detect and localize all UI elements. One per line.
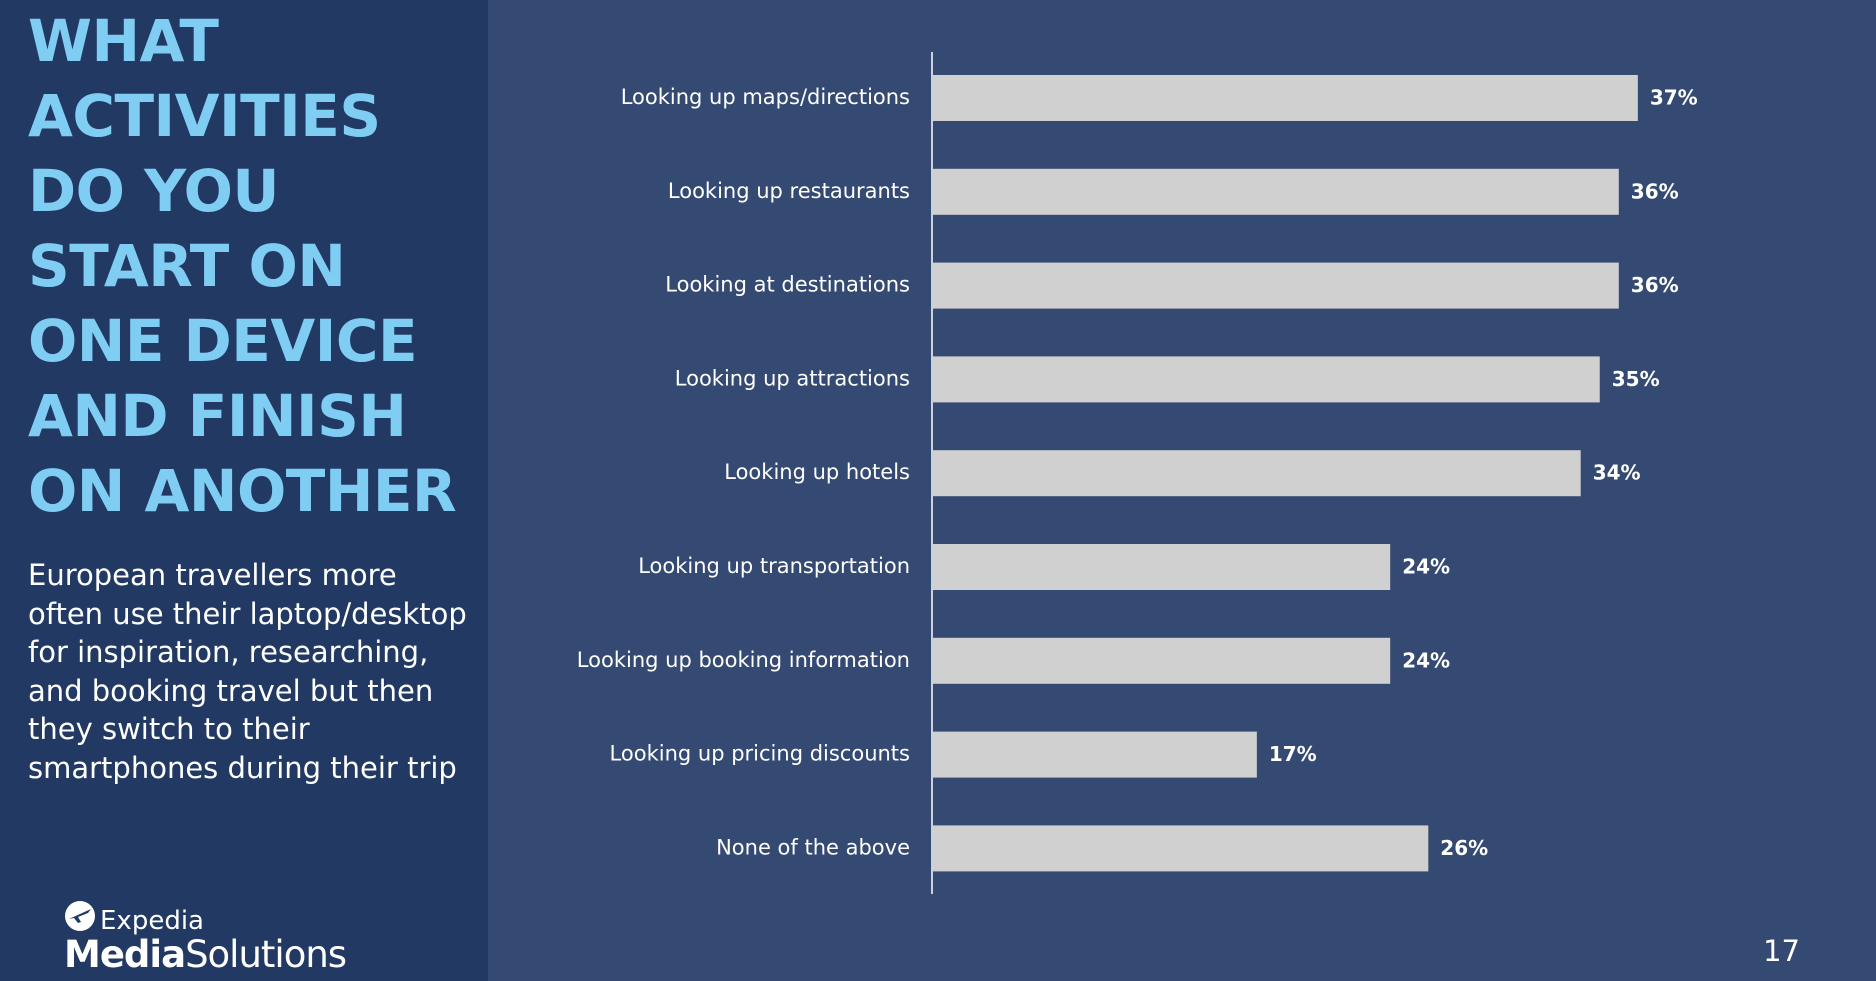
category-label-3: Looking up attractions xyxy=(675,366,910,390)
bar-1 xyxy=(933,168,1619,215)
bar-3 xyxy=(933,356,1600,403)
category-label-7: Looking up pricing discounts xyxy=(610,742,910,766)
chart-bars: Looking up maps/directions 37% Looking up … xyxy=(577,75,1698,872)
value-label-5: 24% xyxy=(1402,555,1450,579)
bar-5 xyxy=(933,544,1391,590)
bar-6 xyxy=(933,637,1391,684)
category-label-8: None of the above xyxy=(716,835,910,859)
category-label-4: Looking up hotels xyxy=(724,460,910,484)
value-label-0: 37% xyxy=(1650,86,1698,110)
value-label-3: 35% xyxy=(1612,367,1660,391)
category-label-1: Looking up restaurants xyxy=(668,179,910,203)
page-number: 17 xyxy=(1763,934,1800,968)
slide-headline: WHAT ACTIVITIES DO YOU START ON ONE DEVI… xyxy=(28,7,457,525)
logo-product-light: Solutions xyxy=(185,933,347,976)
bar-4 xyxy=(933,450,1581,497)
category-label-0: Looking up maps/directions xyxy=(621,85,910,109)
bar-0 xyxy=(933,75,1638,121)
value-label-2: 36% xyxy=(1631,273,1679,297)
logo-product-bold: Media xyxy=(64,933,186,976)
logo-brand-text: Expedia xyxy=(100,906,204,936)
category-label-2: Looking at destinations xyxy=(665,273,910,297)
bar-7 xyxy=(933,731,1257,778)
bar-chart: Looking up maps/directions 37% Looking up … xyxy=(577,52,1698,894)
left-panel: WHAT ACTIVITIES DO YOU START ON ONE DEVI… xyxy=(0,0,488,981)
value-label-4: 34% xyxy=(1593,461,1641,485)
category-label-6: Looking up booking information xyxy=(577,648,910,672)
logo-product-text: MediaSolutions xyxy=(64,933,347,976)
value-label-7: 17% xyxy=(1269,742,1317,766)
value-label-1: 36% xyxy=(1631,179,1679,203)
slide-subtext: European travellers more often use their… xyxy=(28,558,467,785)
value-label-8: 26% xyxy=(1440,836,1488,860)
category-label-5: Looking up transportation xyxy=(638,554,910,578)
bar-2 xyxy=(933,262,1619,309)
expedia-plane-globe-icon xyxy=(65,901,95,931)
value-label-6: 24% xyxy=(1402,648,1450,672)
bar-8 xyxy=(933,825,1429,872)
